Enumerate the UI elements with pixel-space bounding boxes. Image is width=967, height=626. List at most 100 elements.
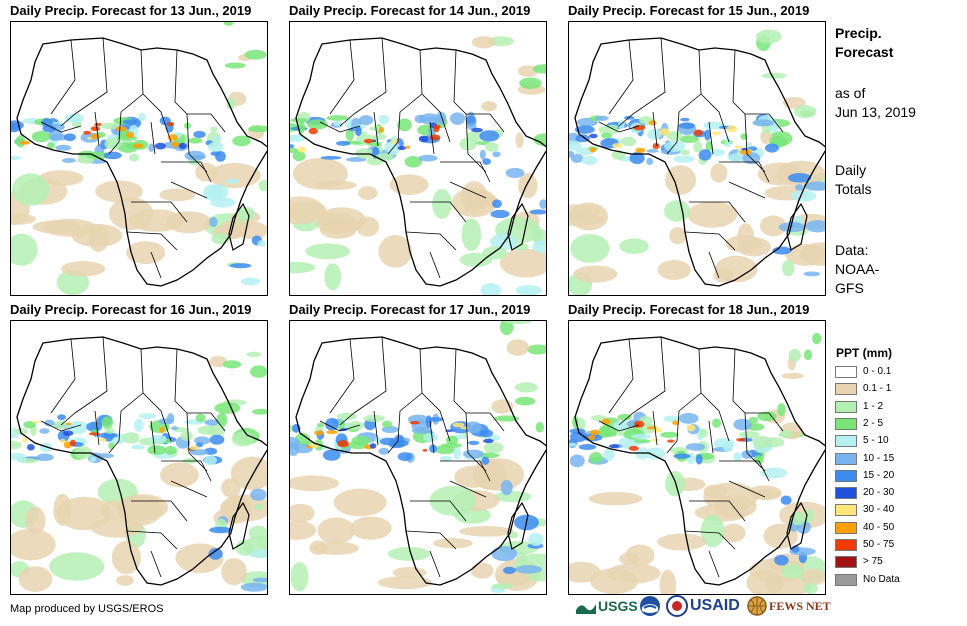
- precip-area: [422, 449, 428, 452]
- country-border: [744, 412, 766, 472]
- precip-area: [148, 143, 155, 152]
- precip-area: [664, 165, 697, 195]
- precip-area: [158, 418, 174, 425]
- precip-area: [221, 495, 252, 524]
- precip-area: [433, 538, 473, 549]
- precip-area: [505, 167, 525, 178]
- country-border: [429, 420, 435, 454]
- precip-area: [608, 444, 620, 449]
- country-border: [489, 113, 505, 133]
- precip-area: [248, 125, 267, 133]
- precip-area: [481, 101, 497, 112]
- legend-label: 0 - 0.1: [863, 366, 892, 377]
- sidebar-totals: Daily Totals: [835, 161, 872, 199]
- precip-area: [601, 418, 611, 425]
- precip-area: [790, 190, 817, 202]
- madagascar-outline: [507, 202, 529, 251]
- precip-area: [500, 480, 513, 496]
- precip-area: [646, 447, 666, 460]
- precip-area: [207, 163, 261, 189]
- precip-area: [374, 133, 387, 141]
- precip-area: [355, 148, 375, 159]
- precip-area: [502, 566, 516, 575]
- country-border: [608, 39, 634, 115]
- country-border: [170, 480, 208, 498]
- precip-area: [320, 155, 342, 160]
- precip-area: [147, 445, 166, 455]
- precip-area: [514, 396, 536, 406]
- country-border: [453, 348, 490, 414]
- precip-area: [440, 455, 453, 462]
- precip-area: [61, 261, 106, 277]
- precip-area: [211, 233, 230, 245]
- precip-area: [246, 351, 262, 358]
- precip-area: [49, 552, 105, 581]
- precip-area: [104, 137, 122, 150]
- precip-area: [779, 429, 792, 439]
- panel-title-4: Daily Precip. Forecast for 16 Jun., 2019: [10, 302, 252, 317]
- precip-area: [569, 428, 586, 435]
- coastline: [574, 336, 825, 586]
- country-border: [387, 111, 401, 155]
- precip-area: [290, 144, 295, 149]
- precip-area: [750, 489, 782, 501]
- legend-label: 10 - 15: [863, 452, 895, 464]
- precip-area: [126, 241, 166, 265]
- precip-area: [221, 558, 247, 586]
- precip-area: [250, 488, 267, 501]
- legend-swatch: [835, 417, 857, 430]
- precip-area: [87, 136, 93, 140]
- country-border: [210, 412, 226, 432]
- precip-area: [753, 454, 764, 465]
- country-border: [728, 181, 766, 199]
- precip-area: [712, 418, 722, 428]
- panel-title-6: Daily Precip. Forecast for 18 Jun., 2019: [568, 302, 810, 317]
- country-border: [449, 181, 487, 199]
- precip-area: [490, 209, 510, 219]
- precip-area: [805, 220, 825, 233]
- precip-area: [678, 122, 696, 129]
- precip-area: [290, 436, 300, 450]
- precip-area: [787, 172, 812, 183]
- precip-area: [496, 569, 530, 587]
- precip-area: [397, 146, 406, 151]
- precip-area: [781, 372, 804, 380]
- precip-area: [254, 503, 264, 511]
- precip-area: [31, 131, 51, 143]
- precip-area: [358, 115, 374, 126]
- precip-area: [290, 200, 327, 222]
- legend-swatch: [835, 573, 857, 586]
- precip-area: [698, 149, 712, 161]
- precip-area: [653, 427, 663, 433]
- precip-area: [589, 147, 597, 153]
- precip-area: [752, 119, 774, 127]
- precip-area: [665, 471, 685, 497]
- sidebar-as-of: as of Jun 13, 2019: [835, 84, 916, 122]
- precip-area: [90, 517, 143, 538]
- precip-area: [651, 438, 660, 442]
- precip-area: [737, 223, 754, 249]
- precip-area: [514, 565, 542, 574]
- precip-area: [209, 434, 225, 445]
- legend-label: 5 - 10: [863, 435, 889, 447]
- precip-area: [404, 155, 423, 168]
- precip-area: [197, 425, 217, 435]
- precip-area: [249, 548, 267, 558]
- precip-area: [491, 583, 514, 590]
- precip-area: [693, 129, 703, 136]
- precip-area: [514, 382, 538, 393]
- precip-area: [635, 147, 646, 153]
- precip-area: [101, 416, 113, 430]
- precip-area: [235, 221, 267, 240]
- precip-area: [680, 149, 690, 156]
- country-border: [405, 231, 457, 251]
- precip-area: [210, 197, 236, 208]
- precip-area: [209, 526, 232, 534]
- precip-area: [714, 255, 758, 283]
- precip-area: [760, 467, 788, 479]
- precip-area: [184, 150, 206, 161]
- precip-area: [138, 413, 157, 419]
- usgs-logo-text: USGS: [598, 598, 638, 614]
- precip-area: [369, 443, 377, 449]
- legend-swatch: [835, 556, 857, 569]
